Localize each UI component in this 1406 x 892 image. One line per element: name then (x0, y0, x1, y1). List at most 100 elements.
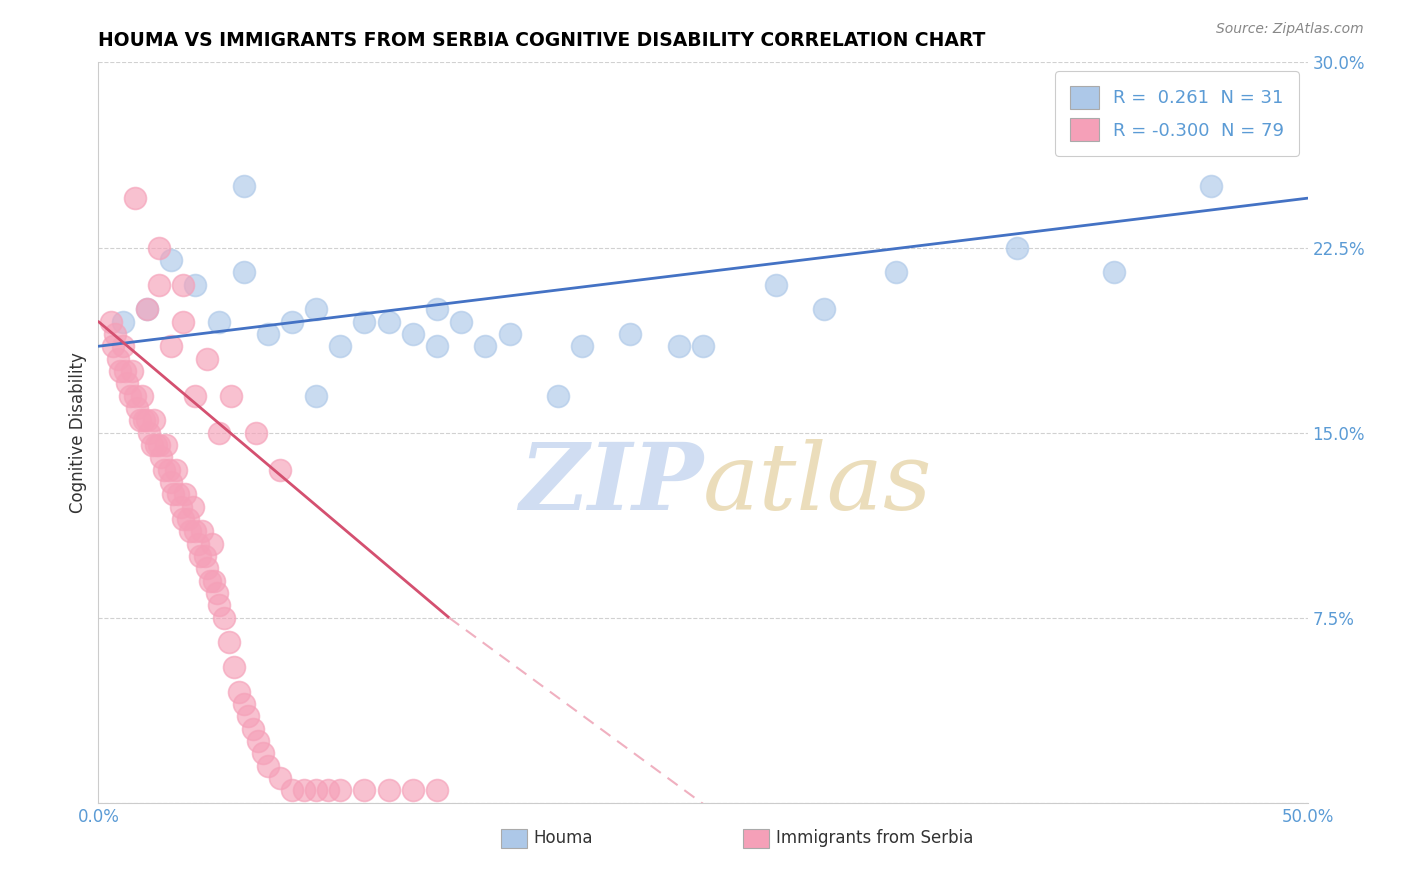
Point (127, 401, 149, 415)
Point (195, 351, 218, 366)
Point (292, 783, 315, 797)
Point (232, 697, 254, 711)
Point (813, 302, 835, 317)
Point (172, 512, 194, 526)
Point (157, 462, 180, 476)
Point (692, 339, 714, 353)
Point (187, 536, 209, 550)
Point (269, 462, 291, 476)
Point (329, 783, 352, 797)
Point (426, 339, 449, 353)
Point (218, 635, 240, 649)
Point (208, 599, 231, 613)
Point (377, 783, 399, 797)
Point (1102, 265, 1125, 279)
Point (135, 302, 157, 317)
Point (165, 462, 187, 476)
Point (160, 475, 183, 489)
Point (111, 314, 134, 328)
Point (177, 512, 200, 526)
Point (150, 450, 173, 465)
Point (450, 314, 472, 328)
Point (135, 302, 157, 317)
Point (145, 438, 167, 452)
Point (135, 413, 157, 427)
Point (184, 388, 207, 402)
Point (305, 783, 328, 797)
Point (329, 339, 352, 353)
Point (256, 326, 278, 341)
Point (353, 783, 375, 797)
Point (184, 524, 207, 539)
Point (426, 783, 449, 797)
Point (118, 388, 141, 402)
Point (152, 462, 174, 476)
Point (124, 191, 146, 205)
Point (238, 709, 260, 723)
Text: ZIP: ZIP (519, 440, 703, 530)
Point (167, 487, 190, 501)
Point (148, 438, 170, 452)
Point (160, 252, 183, 267)
Point (208, 314, 231, 328)
Point (402, 326, 425, 341)
Point (160, 339, 183, 353)
Point (232, 178, 254, 193)
Point (121, 364, 143, 378)
Point (128, 413, 150, 427)
Point (117, 376, 139, 391)
Point (201, 536, 224, 550)
Point (353, 314, 375, 328)
Point (141, 438, 163, 452)
Point (571, 339, 593, 353)
Point (232, 265, 254, 279)
Point (316, 783, 339, 797)
Point (194, 549, 217, 563)
Point (619, 326, 641, 341)
Point (281, 783, 304, 797)
Point (148, 240, 170, 255)
Point (281, 314, 304, 328)
Text: Houma: Houma (534, 830, 593, 847)
Text: Immigrants from Serbia: Immigrants from Serbia (776, 830, 973, 847)
Point (111, 339, 134, 353)
Point (474, 339, 496, 353)
Point (174, 487, 197, 501)
Point (247, 734, 270, 748)
Point (131, 388, 153, 402)
Point (101, 339, 124, 353)
Point (108, 364, 131, 378)
Point (212, 610, 235, 624)
Point (498, 326, 520, 341)
Text: atlas: atlas (703, 440, 932, 530)
Point (1199, 178, 1222, 193)
Y-axis label: Cognitive Disability: Cognitive Disability (69, 352, 87, 513)
Point (114, 364, 136, 378)
Point (134, 413, 156, 427)
Point (547, 388, 569, 402)
Point (100, 314, 122, 328)
Point (188, 549, 211, 563)
Point (143, 413, 166, 427)
Point (179, 524, 201, 539)
Text: HOUMA VS IMMIGRANTS FROM SERBIA COGNITIVE DISABILITY CORRELATION CHART: HOUMA VS IMMIGRANTS FROM SERBIA COGNITIV… (98, 30, 986, 50)
Point (668, 339, 690, 353)
Point (252, 747, 274, 761)
Point (245, 425, 267, 440)
Point (124, 388, 146, 402)
Point (181, 500, 204, 514)
Point (256, 758, 278, 772)
Point (172, 314, 194, 328)
Point (162, 487, 184, 501)
Point (107, 351, 129, 366)
Point (222, 660, 245, 674)
Point (198, 574, 221, 588)
Point (204, 574, 226, 588)
Point (191, 524, 214, 539)
Point (242, 722, 264, 736)
Point (208, 425, 231, 440)
Point (155, 438, 177, 452)
Point (148, 277, 170, 292)
Point (138, 425, 160, 440)
Point (1007, 240, 1029, 255)
